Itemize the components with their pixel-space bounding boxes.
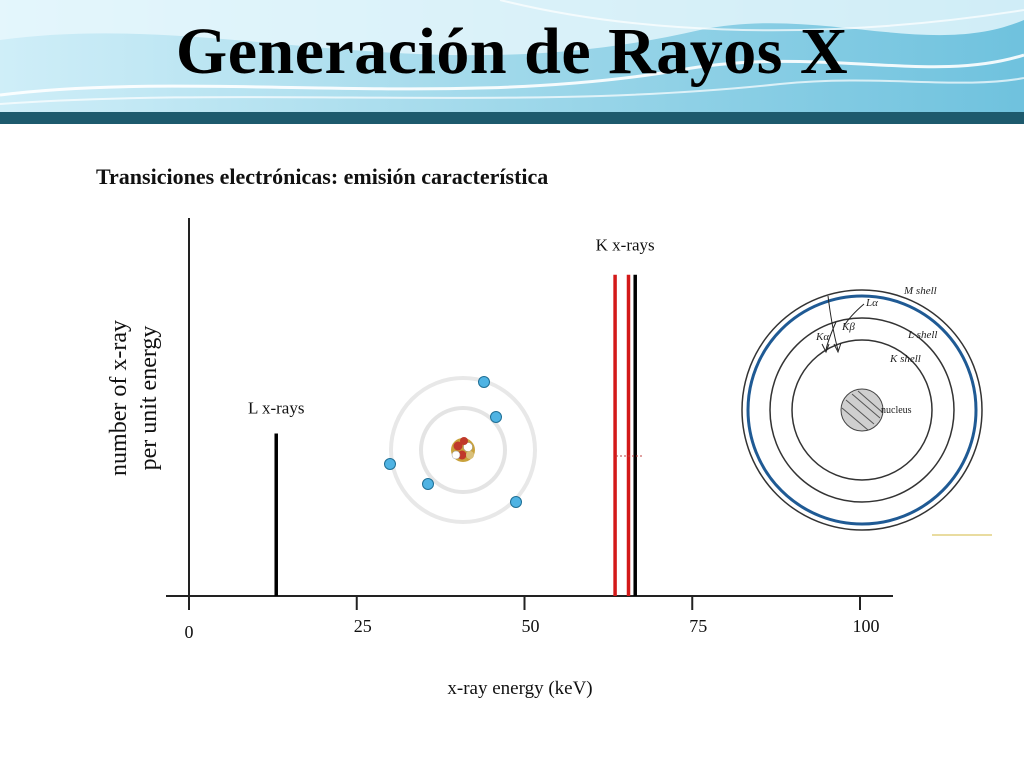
k-beta-arrow (827, 295, 839, 351)
electron (510, 496, 522, 508)
electron (478, 376, 490, 388)
k-alpha-label: Kα (815, 331, 829, 343)
electron (490, 411, 502, 423)
x-tick-label: 0 (185, 622, 194, 642)
title-banner (0, 0, 1024, 124)
x-axis-label: x-ray energy (keV) (447, 678, 592, 699)
l-shell-label: L shell (907, 329, 937, 341)
x-tick-label: 75 (689, 616, 707, 636)
electron-shell-diagram: M shell L shell K shell nucleus Lα Kβ Kα (741, 285, 992, 536)
atom-icon (384, 376, 537, 524)
k-shell-label: K shell (889, 353, 921, 365)
x-tick-label: 50 (522, 616, 540, 636)
spectrum-lines (274, 274, 637, 596)
annotation-label: K x-rays (596, 236, 655, 255)
nucleus-label: nucleus (881, 405, 912, 416)
nucleus-icon (840, 388, 884, 432)
slide-subtitle: Transiciones electrónicas: emisión carac… (96, 164, 549, 189)
x-axis-ticks: 0 25 50 75 100 (185, 596, 880, 642)
y-axis-label-line-2: per unit energy (136, 326, 162, 471)
electron (422, 478, 434, 490)
k-beta-label: Kβ (841, 321, 855, 333)
x-tick-label: 25 (354, 616, 372, 636)
electron (384, 458, 396, 470)
slide-title: Generación de Rayos X (175, 15, 849, 88)
l-alpha-label: Lα (865, 297, 878, 309)
l-alpha-arrow (843, 303, 865, 327)
k-alpha-arrow (825, 321, 837, 351)
m-shell-highlight (746, 294, 978, 526)
l-shell-ring (769, 317, 955, 503)
m-shell-label: M shell (903, 285, 937, 297)
y-axis-label-line-1: number of x-ray (106, 320, 132, 476)
line-annotations: L x-rays K x-rays (248, 236, 655, 418)
x-tick-label: 100 (853, 616, 880, 636)
k-shell-ring (791, 339, 933, 481)
annotation-label: L x-rays (248, 398, 305, 417)
